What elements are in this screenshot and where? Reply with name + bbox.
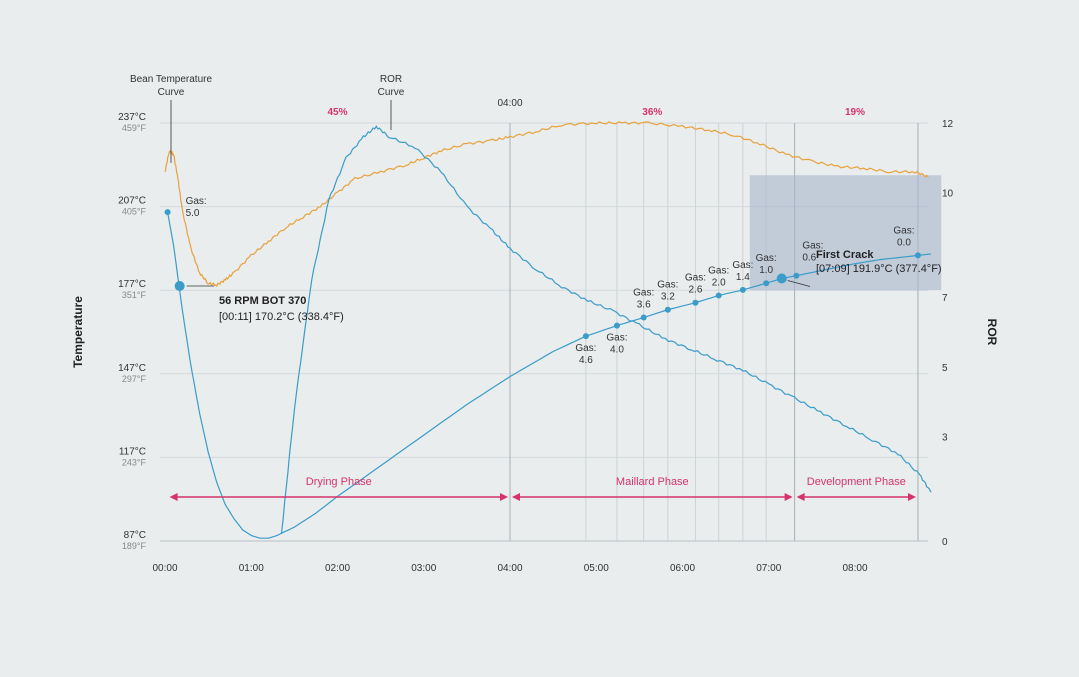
gas-point (692, 299, 699, 306)
gas-value: 4.0 (610, 345, 624, 356)
phase-arrow-head-left (512, 493, 520, 501)
gas-value: 5.0 (186, 208, 200, 219)
gas-value: 1.4 (736, 272, 750, 283)
phase-arrow-head-right (907, 493, 916, 501)
y-left-axis-title: Temperature (71, 296, 85, 368)
first-crack-title: First Crack (816, 249, 874, 261)
y-left-tick-sublabel: 459°F (122, 123, 147, 133)
gas-value: 4.6 (579, 355, 593, 366)
phase-arrow-head-left (796, 493, 805, 501)
gas-point (664, 306, 671, 313)
first-crack-highlight-box (749, 175, 942, 291)
phase-percent: 36% (642, 107, 662, 118)
x-tick-label: 01:00 (239, 563, 264, 574)
ror-curve-label-2: Curve (378, 87, 405, 98)
x-tick-label: 02:00 (325, 563, 350, 574)
y-left-tick-label: 237°C (118, 112, 146, 123)
series-line-1 (164, 121, 929, 288)
x-tick-label: 03:00 (411, 563, 436, 574)
rpm-label: 56 RPM BOT 370 (219, 295, 306, 307)
phase-arrow-head-right (784, 493, 793, 501)
x-tick-label: 05:00 (584, 563, 609, 574)
gas-label: Gas: (732, 260, 753, 271)
gas-value: 2.0 (712, 277, 726, 288)
y-left-tick-label: 147°C (118, 363, 146, 374)
chart-grid (160, 122, 928, 542)
first-crack-leader (787, 280, 811, 287)
y-right-tick-label: 7 (942, 293, 948, 304)
phase-label: Development Phase (807, 476, 906, 488)
gas-point (582, 333, 589, 340)
gas-value: 1.0 (759, 265, 773, 276)
y-left-tick-sublabel: 243°F (122, 457, 147, 467)
gas-label: Gas: (633, 288, 654, 299)
y-right-tick-label: 12 (942, 119, 954, 130)
phase-percent: 45% (327, 107, 347, 118)
gas-label: Gas: (802, 241, 823, 252)
y-left-tick-sublabel: 351°F (122, 290, 147, 300)
gas-label: Gas: (893, 225, 914, 236)
series-line-2 (280, 125, 932, 535)
gas-label: Gas: (186, 196, 207, 207)
gas-label: Gas: (575, 343, 596, 354)
first-crack-point (776, 273, 787, 284)
y-left-tick-sublabel: 297°F (122, 374, 147, 384)
phases-layer: 45% 36% 19% Drying Phase Maillard Phase Devel… (169, 107, 916, 501)
gas-point (763, 280, 770, 287)
bean-temp-curve-label-2: Curve (158, 87, 185, 98)
labels-layer: Bean Temperature Curve ROR Curve 04:00 5… (71, 74, 999, 368)
gas-point (793, 272, 800, 279)
y-left-tick-label: 117°C (119, 446, 146, 457)
phase-label: Drying Phase (306, 476, 372, 488)
gas-point (640, 314, 647, 321)
y-right-axis-title: ROR (985, 319, 999, 346)
gas-point (164, 209, 171, 216)
x-tick-label: 04:00 (497, 563, 522, 574)
gas-point (613, 322, 620, 329)
y-right-tick-label: 3 (942, 433, 948, 444)
gas-value: 0.6 (802, 253, 816, 264)
x-tick-label: 06:00 (670, 563, 695, 574)
points-layer: Gas:5.0Gas:4.6Gas:4.0Gas:3.6Gas:3.2Gas:2… (164, 100, 921, 366)
y-right-tick-label: 0 (942, 537, 948, 548)
y-left-tick-sublabel: 405°F (122, 207, 147, 217)
phase-label: Maillard Phase (616, 476, 689, 488)
gas-label: Gas: (708, 265, 729, 276)
gas-point (914, 252, 921, 259)
x-tick-label: 08:00 (842, 563, 867, 574)
first-crack-detail: [07:09] 191.9°C (377.4°F) (816, 263, 942, 275)
gas-label: Gas: (606, 333, 627, 344)
gas-label: Gas: (756, 253, 777, 264)
phase-arrow-head-left (169, 493, 178, 501)
x-tick-label: 00:00 (152, 563, 177, 574)
y-left-tick-label: 207°C (118, 196, 146, 207)
first-crack-highlight-layer (749, 175, 942, 291)
x-tick-label: 07:00 (756, 563, 781, 574)
gas-value: 0.0 (897, 237, 911, 248)
top-time-label: 04:00 (497, 98, 522, 109)
gas-label: Gas: (657, 280, 678, 291)
gas-value: 3.2 (661, 292, 675, 303)
ror-curve-label-1: ROR (380, 74, 402, 85)
gas-label: Gas: (685, 273, 706, 284)
rpm-point (174, 281, 185, 292)
gas-point (715, 292, 722, 299)
phase-arrow-head-right (500, 493, 508, 501)
y-left-tick-label: 87°C (124, 530, 146, 541)
y-right-tick-label: 5 (942, 363, 948, 374)
rpm-detail: [00:11] 170.2°C (338.4°F) (219, 311, 344, 323)
y-right-tick-label: 10 (942, 189, 954, 200)
gas-value: 2.6 (688, 285, 702, 296)
y-left-tick-label: 177°C (118, 279, 146, 290)
bean-temp-curve-label-1: Bean Temperature (130, 74, 213, 85)
phase-percent: 19% (845, 107, 865, 118)
gas-value: 3.6 (637, 300, 651, 311)
gas-point (739, 286, 746, 293)
y-left-tick-sublabel: 189°F (122, 541, 147, 551)
